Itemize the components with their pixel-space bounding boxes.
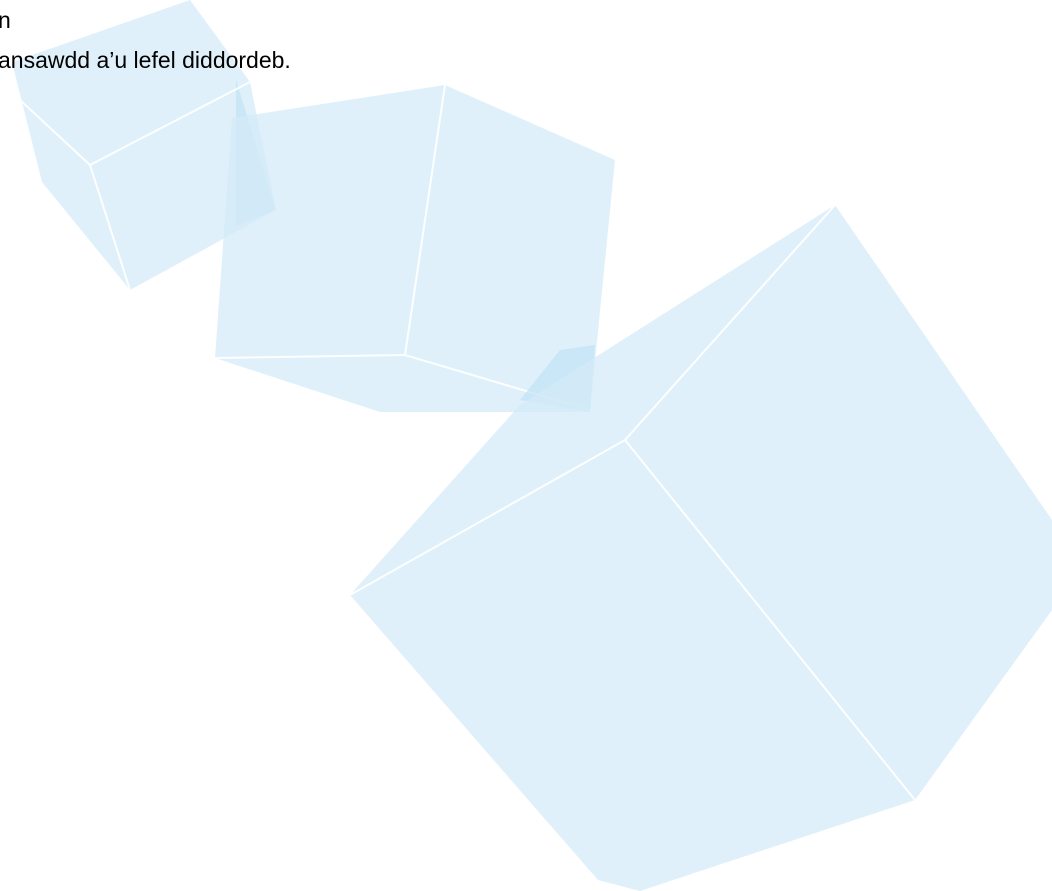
middle-cube bbox=[215, 85, 615, 412]
page: n ansawdd a’u lefel diddordeb. (() => { … bbox=[0, 0, 1052, 891]
text-line: ansawdd a’u lefel diddordeb. bbox=[0, 46, 291, 74]
text-line: n bbox=[0, 6, 11, 34]
background-art bbox=[0, 0, 1052, 891]
